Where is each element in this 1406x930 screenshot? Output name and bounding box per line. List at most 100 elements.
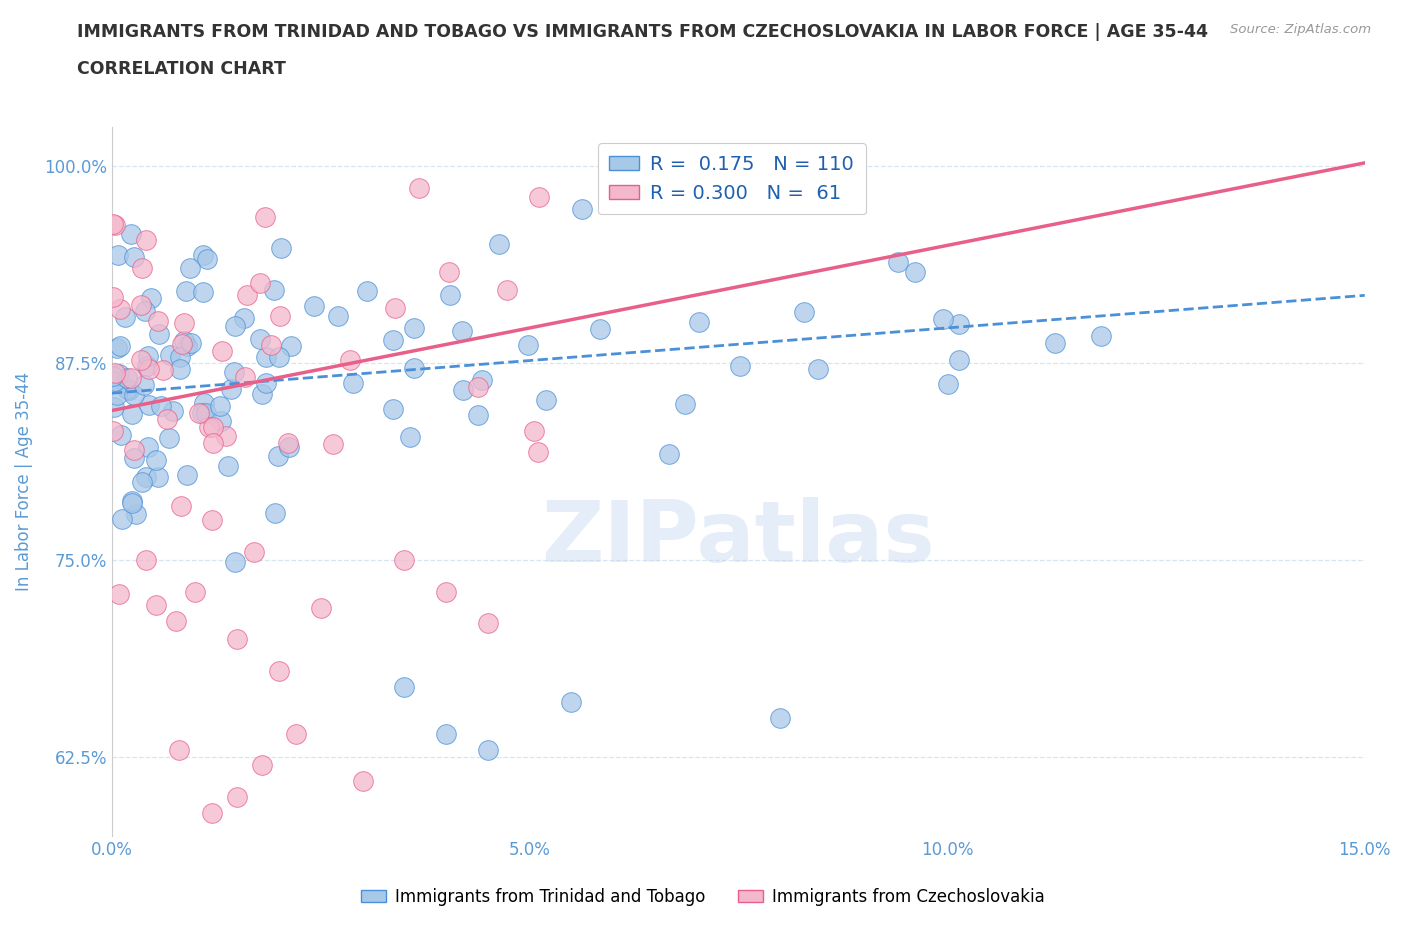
Point [224, 319, 246, 334]
Point [131, 260, 153, 275]
Point [252, 758, 274, 773]
Point [887, 254, 910, 269]
Point [209, 414, 232, 429]
Point [172, 337, 194, 352]
Point [174, 283, 197, 298]
Point [477, 742, 499, 757]
Point [233, 370, 256, 385]
Point [769, 711, 792, 725]
Point [571, 202, 593, 217]
Point [222, 365, 245, 380]
Point [159, 348, 181, 363]
Point [527, 190, 550, 205]
Point [471, 373, 494, 388]
Point [170, 498, 193, 513]
Point [193, 285, 215, 299]
Point [254, 350, 277, 365]
Point [145, 453, 167, 468]
Point [146, 470, 169, 485]
Point [688, 314, 710, 329]
Point [339, 353, 361, 368]
Point [402, 361, 425, 376]
Point [157, 431, 180, 445]
Point [167, 742, 190, 757]
Point [173, 334, 195, 349]
Point [194, 405, 217, 420]
Point [201, 435, 224, 450]
Point [243, 544, 266, 559]
Point [134, 303, 156, 318]
Point [394, 679, 416, 694]
Point [936, 377, 959, 392]
Point [451, 383, 474, 398]
Point [523, 423, 546, 438]
Point [135, 359, 157, 374]
Point [807, 362, 830, 377]
Point [193, 396, 215, 411]
Point [138, 398, 160, 413]
Text: IMMIGRANTS FROM TRINIDAD AND TOBAGO VS IMMIGRANTS FROM CZECHOSLOVAKIA IN LABOR F: IMMIGRANTS FROM TRINIDAD AND TOBAGO VS I… [77, 23, 1208, 41]
Point [477, 616, 499, 631]
Point [434, 584, 457, 599]
Point [249, 276, 271, 291]
Point [399, 430, 422, 445]
Point [402, 321, 425, 336]
Point [342, 376, 364, 391]
Point [195, 252, 218, 267]
Point [488, 236, 510, 251]
Point [169, 350, 191, 365]
Point [948, 317, 970, 332]
Point [135, 552, 157, 567]
Point [193, 247, 215, 262]
Point [110, 428, 132, 443]
Point [125, 507, 148, 522]
Point [162, 403, 184, 418]
Point [114, 310, 136, 325]
Legend: R =  0.175   N = 110, R = 0.300   N =  61: R = 0.175 N = 110, R = 0.300 N = 61 [598, 143, 866, 215]
Point [176, 468, 198, 483]
Text: Source: ZipAtlas.com: Source: ZipAtlas.com [1230, 23, 1371, 36]
Point [267, 350, 290, 365]
Point [176, 339, 198, 353]
Point [115, 370, 138, 385]
Point [224, 554, 246, 569]
Point [150, 399, 173, 414]
Point [217, 458, 239, 473]
Point [152, 363, 174, 378]
Point [209, 399, 232, 414]
Point [107, 366, 129, 381]
Point [226, 631, 249, 646]
Point [146, 313, 169, 328]
Point [135, 232, 157, 247]
Point [467, 407, 489, 422]
Point [284, 726, 307, 741]
Point [108, 302, 131, 317]
Point [232, 311, 254, 325]
Point [198, 419, 221, 434]
Text: CORRELATION CHART: CORRELATION CHART [77, 60, 287, 78]
Point [250, 387, 273, 402]
Text: ZIPatlas: ZIPatlas [541, 497, 935, 579]
Point [115, 381, 138, 396]
Point [108, 339, 131, 353]
Point [267, 663, 290, 678]
Point [260, 338, 283, 352]
Point [136, 439, 159, 454]
Point [495, 283, 517, 298]
Point [728, 359, 751, 374]
Point [107, 247, 129, 262]
Point [226, 790, 249, 804]
Point [236, 287, 259, 302]
Point [904, 264, 927, 279]
Point [135, 469, 157, 484]
Point [253, 210, 276, 225]
Point [107, 587, 129, 602]
Point [526, 445, 548, 459]
Point [124, 442, 146, 457]
Point [121, 493, 143, 508]
Point [141, 291, 163, 306]
Point [118, 382, 141, 397]
Point [277, 436, 299, 451]
Point [394, 553, 416, 568]
Point [384, 300, 406, 315]
